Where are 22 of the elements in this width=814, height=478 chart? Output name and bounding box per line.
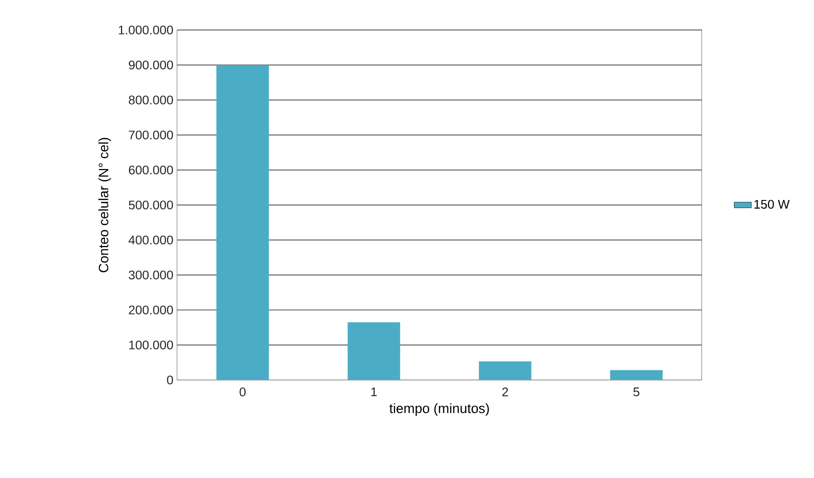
x-axis-title: tiempo (minutos): [389, 403, 489, 416]
x-tick-label: 5: [633, 388, 640, 396]
bar: [478, 361, 532, 380]
y-tick-label: 900.000: [128, 60, 173, 70]
bar: [610, 370, 663, 380]
x-tick-label: 1: [371, 388, 377, 396]
y-axis-title: Conteo celular (N° cel): [98, 138, 111, 272]
x-tick-label: 2: [502, 388, 508, 396]
y-tick-label: 200.000: [128, 306, 173, 314]
y-tick-label: 700.000: [128, 130, 173, 140]
y-tick-label: 800.000: [128, 96, 173, 104]
y-tick-label: 0: [167, 376, 173, 384]
y-tick-label: 400.000: [128, 236, 173, 244]
y-tick-label: 600.000: [128, 166, 173, 174]
legend-label: 150 W: [754, 200, 790, 209]
bar: [348, 322, 400, 380]
y-tick-label: 500.000: [128, 200, 173, 210]
x-tick-label: 0: [240, 388, 246, 396]
bar: [216, 64, 269, 380]
y-tick-label: 100.000: [129, 340, 173, 350]
y-tick-label: 300.000: [128, 270, 173, 280]
y-tick-label: 1.000.000: [118, 26, 173, 34]
